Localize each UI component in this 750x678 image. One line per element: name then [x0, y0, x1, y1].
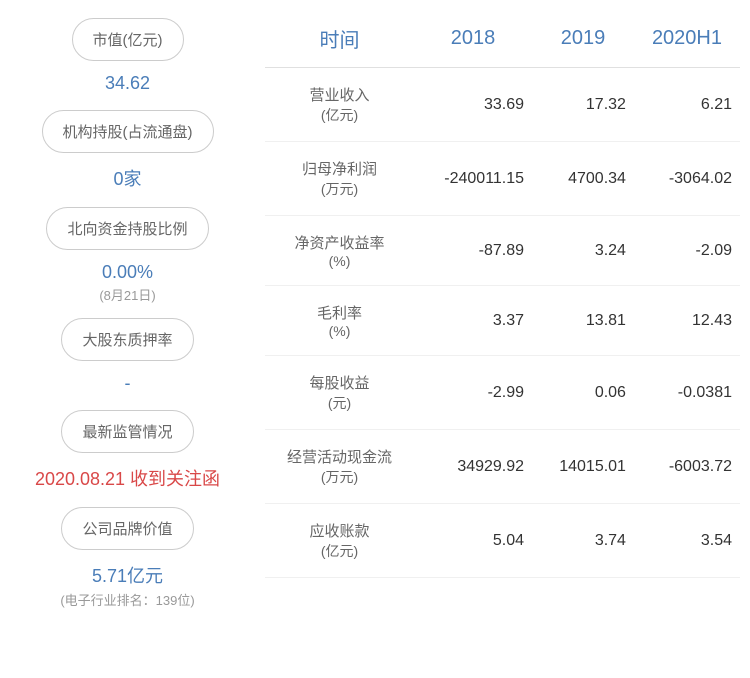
table-row: 每股收益(元) -2.99 0.06 -0.0381	[265, 356, 740, 430]
header-2020h1: 2020H1	[634, 10, 740, 68]
pill-pledge-value: -	[125, 373, 131, 394]
cell: 33.69	[414, 68, 532, 142]
pill-northbound: 北向资金持股比例	[46, 207, 208, 250]
pill-institution: 机构持股(占流通盘)	[42, 110, 214, 153]
cell: 3.24	[532, 216, 634, 286]
table-header-row: 时间 2018 2019 2020H1	[265, 10, 740, 68]
row-label: 毛利率(%)	[265, 286, 414, 356]
pill-market-cap-value: 34.62	[105, 73, 150, 94]
header-2019: 2019	[532, 10, 634, 68]
pill-brand: 公司品牌价值	[61, 507, 193, 550]
pill-regulation-value: 2020.08.21 收到关注函	[35, 465, 220, 491]
row-label: 归母净利润(万元)	[265, 142, 414, 216]
cell: -240011.15	[414, 142, 532, 216]
cell: 17.32	[532, 68, 634, 142]
pill-northbound-value: 0.00%	[102, 262, 153, 283]
row-label: 净资产收益率(%)	[265, 216, 414, 286]
pill-pledge: 大股东质押率	[61, 318, 193, 361]
row-label: 营业收入(亿元)	[265, 68, 414, 142]
row-label: 每股收益(元)	[265, 356, 414, 430]
cell: 3.74	[532, 504, 634, 578]
cell: 34929.92	[414, 430, 532, 504]
table-row: 净资产收益率(%) -87.89 3.24 -2.09	[265, 216, 740, 286]
table-row: 应收账款(亿元) 5.04 3.74 3.54	[265, 504, 740, 578]
cell: 3.54	[634, 504, 740, 578]
cell: 12.43	[634, 286, 740, 356]
pill-brand-value: 5.71亿元	[92, 562, 163, 588]
pill-brand-subtext: (电子行业排名：139位)	[60, 590, 194, 609]
table-row: 营业收入(亿元) 33.69 17.32 6.21	[265, 68, 740, 142]
cell: 4700.34	[532, 142, 634, 216]
table-body: 营业收入(亿元) 33.69 17.32 6.21 归母净利润(万元) -240…	[265, 68, 740, 578]
data-table-container: 时间 2018 2019 2020H1 营业收入(亿元) 33.69 17.32…	[255, 10, 750, 668]
header-2018: 2018	[414, 10, 532, 68]
cell: 5.04	[414, 504, 532, 578]
cell: 3.37	[414, 286, 532, 356]
cell: 14015.01	[532, 430, 634, 504]
row-label: 应收账款(亿元)	[265, 504, 414, 578]
pill-institution-value: 0家	[113, 165, 141, 191]
cell: 0.06	[532, 356, 634, 430]
cell: 13.81	[532, 286, 634, 356]
cell: 6.21	[634, 68, 740, 142]
row-label: 经营活动现金流(万元)	[265, 430, 414, 504]
table-row: 经营活动现金流(万元) 34929.92 14015.01 -6003.72	[265, 430, 740, 504]
table-row: 归母净利润(万元) -240011.15 4700.34 -3064.02	[265, 142, 740, 216]
sidebar: 市值(亿元) 34.62 机构持股(占流通盘) 0家 北向资金持股比例 0.00…	[0, 10, 255, 668]
cell: -87.89	[414, 216, 532, 286]
pill-northbound-subtext: (8月21日)	[99, 285, 155, 304]
cell: -3064.02	[634, 142, 740, 216]
cell: -2.09	[634, 216, 740, 286]
pill-market-cap: 市值(亿元)	[72, 18, 184, 61]
cell: -2.99	[414, 356, 532, 430]
table-row: 毛利率(%) 3.37 13.81 12.43	[265, 286, 740, 356]
data-table: 时间 2018 2019 2020H1 营业收入(亿元) 33.69 17.32…	[265, 10, 740, 578]
cell: -0.0381	[634, 356, 740, 430]
cell: -6003.72	[634, 430, 740, 504]
pill-regulation: 最新监管情况	[61, 410, 193, 453]
header-time: 时间	[265, 10, 414, 68]
